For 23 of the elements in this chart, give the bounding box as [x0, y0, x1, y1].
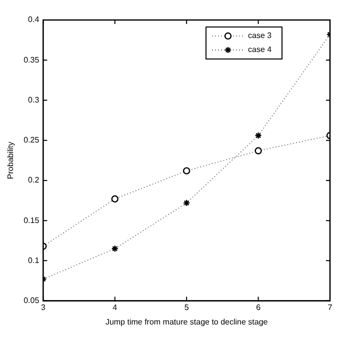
y-tick-label: 0.4: [28, 15, 40, 24]
y-tick-label: 0.35: [24, 55, 40, 64]
x-tick-label: 6: [256, 302, 262, 312]
y-tick-label: 0.1: [28, 256, 40, 265]
y-tick-label: 0.05: [24, 296, 40, 306]
point: [111, 245, 118, 252]
legend-label: case 4: [248, 45, 272, 54]
x-tick-label: 7: [328, 302, 333, 312]
legend-label: case 3: [248, 31, 272, 40]
point: [182, 199, 190, 207]
point: [254, 147, 262, 154]
x-tick-label: 3: [40, 302, 46, 312]
point: [111, 195, 118, 203]
point: [182, 167, 190, 174]
y-axis-title: Probability: [6, 142, 16, 180]
y-tick-label: 0.2: [28, 176, 40, 185]
x-axis-title: Jump time from mature stage to decline stage: [105, 317, 268, 326]
y-tick-label: 0.15: [24, 216, 40, 225]
x-tick-label: 5: [184, 302, 190, 312]
point: [254, 132, 262, 140]
y-tick-label: 0.25: [24, 136, 40, 145]
y-tick-label: 0.3: [28, 95, 40, 104]
x-tick-label: 4: [112, 302, 118, 312]
